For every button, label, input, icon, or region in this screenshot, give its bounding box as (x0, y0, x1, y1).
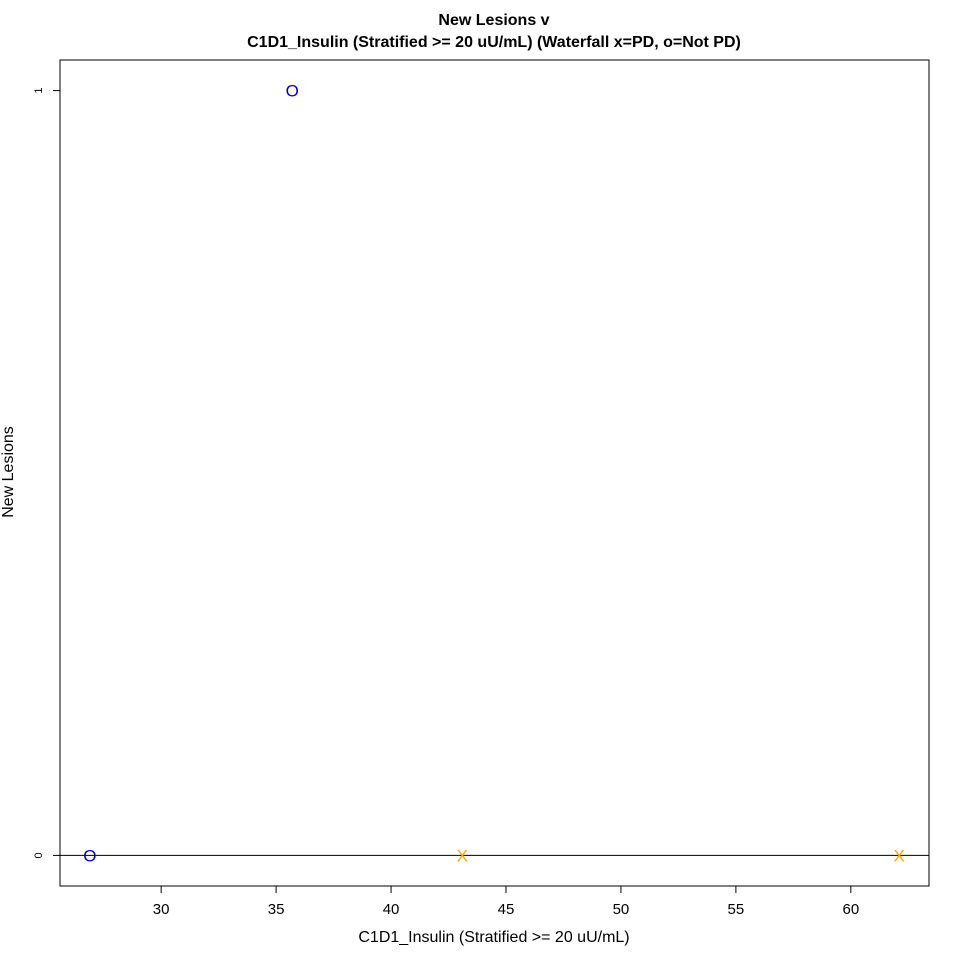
x-axis: 30 35 40 45 50 55 60 (153, 886, 859, 918)
x-tick-label: 40 (383, 901, 400, 918)
x-tick-label: 60 (842, 901, 859, 918)
not-pd-point: O (286, 82, 299, 101)
pd-point: X (457, 846, 468, 865)
y-axis-label: New Lesions (0, 426, 17, 518)
y-axis: 01 (33, 88, 60, 858)
plot-frame (59, 59, 930, 887)
data-points: O O X X (83, 82, 905, 866)
chart-title: New Lesions v (438, 12, 549, 29)
chart-subtitle: C1D1_Insulin (Stratified >= 20 uU/mL) (W… (247, 34, 741, 51)
not-pd-point: O (83, 846, 96, 865)
x-tick-label: 50 (613, 901, 630, 918)
x-tick-label: 45 (498, 901, 515, 918)
y-tick-label: 1 (33, 88, 45, 94)
x-tick-label: 30 (153, 901, 170, 918)
x-tick-label: 55 (728, 901, 745, 918)
y-tick-label: 0 (33, 852, 45, 858)
x-tick-label: 35 (268, 901, 285, 918)
x-axis-label: C1D1_Insulin (Stratified >= 20 uU/mL) (358, 929, 629, 946)
pd-point: X (893, 846, 904, 865)
